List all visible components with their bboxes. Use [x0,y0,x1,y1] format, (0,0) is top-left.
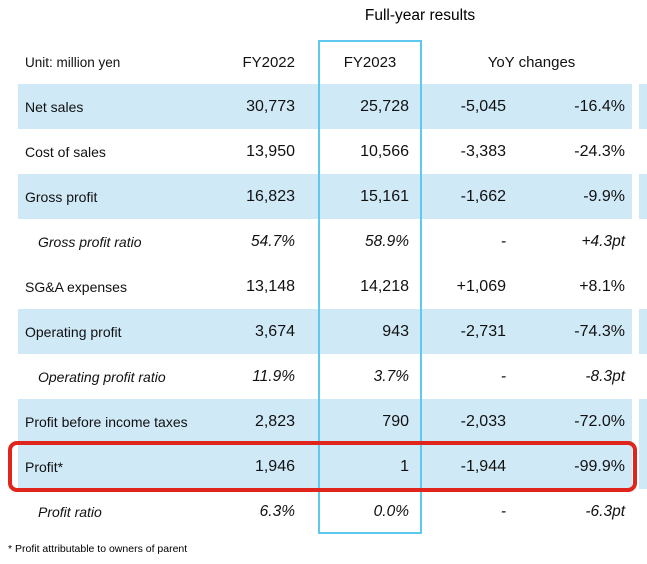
row-label: Gross profit ratio [38,233,142,250]
fy2022-value: 6.3% [259,502,295,520]
table-row-net-sales: Net sales 30,773 25,728 -5,045 -16.4% [18,84,647,129]
page-title: Full-year results [364,7,476,24]
fy2022-value: 13,950 [246,142,295,160]
fy2023-value: 943 [382,322,409,340]
row-label: Operating profit ratio [38,368,166,385]
fy2022-value: 3,674 [254,322,295,340]
fy2022-value: 16,823 [246,187,295,205]
yoy-change-value: +1,069 [456,277,506,295]
yoy-change-percent: -16.4% [574,97,625,115]
fy2023-value: 15,161 [360,187,409,205]
table-row-gross-profit-ratio: Gross profit ratio 54.7% 58.9% - +4.3pt [18,219,632,264]
fy2023-value: 25,728 [360,97,409,115]
yoy-change-percent: -99.9% [574,457,625,475]
yoy-change-percent: -9.9% [583,187,625,205]
fy2023-value: 0.0% [373,502,409,520]
column-header-fy2022: FY2022 [242,53,295,71]
yoy-change-percent: -6.3pt [585,502,625,520]
yoy-change-value: -2,731 [460,322,506,340]
table-header-row: Unit: million yen FY2022 FY2023 YoY chan… [18,40,632,84]
fy2023-value: 58.9% [365,232,409,250]
table-row-cost-of-sales: Cost of sales 13,950 10,566 -3,383 -24.3… [18,129,632,174]
fy2023-value: 14,218 [360,277,409,295]
table-row-operating-profit: Operating profit 3,674 943 -2,731 -74.3% [18,309,647,354]
row-label: Gross profit [25,188,98,205]
unit-label: Unit: million yen [25,54,121,70]
row-label: Profit ratio [38,503,102,520]
yoy-change-value: -2,033 [460,412,506,430]
row-label: Operating profit [25,323,122,340]
column-header-fy2023: FY2023 [343,53,397,71]
fy2022-value: 54.7% [251,232,295,250]
fy2023-value: 3.7% [373,367,409,385]
table-row-profit: Profit* 1,946 1 -1,944 -99.9% [18,444,647,489]
footnote: * Profit attributable to owners of paren… [8,543,188,555]
yoy-change-percent: -74.3% [574,322,625,340]
fy2022-value: 13,148 [246,277,295,295]
yoy-change-percent: -24.3% [574,142,625,160]
yoy-change-value: - [500,367,506,385]
yoy-change-percent: -8.3pt [585,367,625,385]
results-table: Unit: million yen FY2022 FY2023 YoY chan… [18,40,647,534]
yoy-change-percent: +8.1% [579,277,625,295]
fy2023-value: 10,566 [360,142,409,160]
column-header-yoy-changes: YoY changes [487,53,576,71]
fy2022-value: 11.9% [252,367,295,385]
table-row-operating-profit-ratio: Operating profit ratio 11.9% 3.7% - -8.3… [18,354,632,399]
row-label: Profit before income taxes [25,413,188,430]
yoy-change-value: -5,045 [460,97,506,115]
yoy-change-value: - [500,232,506,250]
yoy-change-value: -1,944 [460,457,506,475]
fy2023-value: 1 [400,457,409,475]
yoy-change-percent: +4.3pt [581,232,625,250]
row-label: Cost of sales [25,143,106,160]
row-label: Profit* [25,458,64,475]
table-row-gross-profit: Gross profit 16,823 15,161 -1,662 -9.9% [18,174,647,219]
row-label: Net sales [25,98,84,115]
table-row-profit-before-income-taxes: Profit before income taxes 2,823 790 -2,… [18,399,647,444]
row-label: SG&A expenses [25,278,127,295]
table-row-profit-ratio: Profit ratio 6.3% 0.0% - -6.3pt [18,489,632,534]
yoy-change-value: -1,662 [460,187,506,205]
fy2022-value: 30,773 [246,97,295,115]
fy2022-value: 2,823 [254,412,295,430]
table-row-sga-expenses: SG&A expenses 13,148 14,218 +1,069 +8.1% [18,264,632,309]
yoy-change-percent: -72.0% [574,412,625,430]
fy2022-value: 1,946 [254,457,295,475]
yoy-change-value: -3,383 [460,142,506,160]
fy2023-value: 790 [382,412,409,430]
yoy-change-value: - [500,502,506,520]
